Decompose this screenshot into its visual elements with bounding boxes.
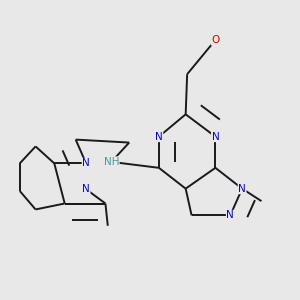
Text: N: N <box>155 132 163 142</box>
Text: NH: NH <box>103 157 119 167</box>
Text: N: N <box>82 158 90 168</box>
Text: N: N <box>226 210 234 220</box>
Text: N: N <box>82 184 90 194</box>
Text: O: O <box>211 35 220 45</box>
Text: N: N <box>238 184 246 194</box>
Text: N: N <box>212 132 219 142</box>
